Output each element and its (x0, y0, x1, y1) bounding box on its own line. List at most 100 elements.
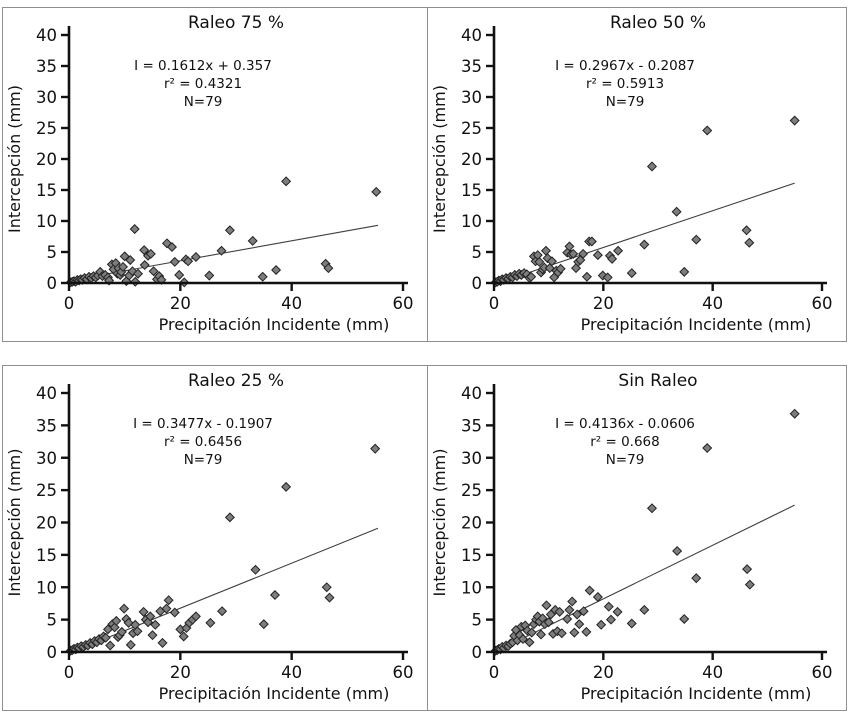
data-point (104, 275, 115, 286)
x-axis-title: Precipitación Incidente (mm) (581, 684, 812, 703)
y-tick-label: 20 (36, 150, 57, 169)
data-point (742, 564, 753, 575)
panel-raleo-25: 0 5 10 15 20 25 30 35 40 0 20 40 60 Raleo 25 % I = 0.3… (2, 365, 428, 711)
data-point (116, 626, 127, 637)
y-tick-label: 40 (36, 384, 57, 403)
data-point (157, 637, 168, 648)
y-tick-label: 30 (36, 449, 57, 468)
x-tick-label: 20 (593, 294, 614, 313)
data-point (139, 260, 150, 271)
data-point (224, 512, 235, 523)
data-point (672, 545, 683, 556)
data-point (691, 573, 702, 584)
data-point (744, 237, 755, 248)
data-point (147, 630, 158, 641)
data-point (605, 614, 616, 625)
x-tick-label: 40 (702, 294, 723, 313)
data-point (562, 613, 573, 624)
data-point (592, 250, 603, 261)
data-point (105, 640, 116, 651)
data-point (133, 268, 144, 279)
raleo-25-chart: 0 5 10 15 20 25 30 35 40 0 20 40 60 Raleo 25 % I = 0.3… (5, 371, 414, 703)
data-point (555, 263, 566, 274)
data-point (205, 617, 216, 628)
x-tick-label: 0 (64, 663, 75, 682)
y-tick-label: 5 (47, 243, 58, 262)
y-tick-label: 10 (36, 578, 57, 597)
data-point (679, 266, 690, 277)
data-point (190, 251, 201, 262)
chart-title: Sin Raleo (618, 371, 697, 391)
data-point (702, 443, 713, 454)
data-point (744, 579, 755, 590)
data-point (371, 186, 382, 197)
data-point (578, 606, 589, 617)
data-point (546, 256, 557, 267)
data-point (125, 639, 136, 650)
y-tick-label: 40 (36, 26, 57, 45)
data-point (603, 601, 614, 612)
chart-title: Raleo 75 % (188, 13, 284, 33)
data-point (123, 617, 134, 628)
raleo-75-chart: 0 5 10 15 20 25 30 35 40 0 20 40 60 Raleo 75 % I = 0.1… (5, 13, 414, 334)
y-tick-label: 30 (461, 88, 482, 107)
x-tick-label: 60 (393, 294, 414, 313)
data-point (257, 271, 268, 282)
data-point (568, 248, 579, 259)
data-point (148, 266, 159, 277)
data-point (572, 609, 583, 620)
y-tick-label: 20 (461, 150, 482, 169)
data-point (646, 503, 657, 514)
data-point (691, 234, 702, 245)
data-point (132, 626, 143, 637)
data-point (247, 235, 258, 246)
data-point (536, 629, 547, 640)
sample-size-label: N=79 (184, 452, 223, 468)
data-point (129, 224, 140, 235)
data-point (586, 236, 597, 247)
data-point (100, 632, 111, 643)
data-point (281, 481, 292, 492)
y-axis-title: Intercepción (mm) (430, 449, 449, 597)
x-tick-label: 20 (593, 663, 614, 682)
data-point (190, 611, 201, 622)
y-tick-label: 35 (36, 416, 57, 435)
y-tick-label: 35 (36, 57, 57, 76)
data-point (169, 607, 180, 618)
equation-label: I = 0.1612x + 0.357 (134, 58, 272, 74)
data-point (578, 248, 589, 259)
y-tick-label: 15 (36, 181, 57, 200)
data-point (281, 176, 292, 187)
data-point (163, 595, 174, 606)
r-squared-label: r² = 0.5913 (586, 76, 664, 92)
x-axis-title: Precipitación Incidente (mm) (159, 315, 390, 334)
data-point (581, 271, 592, 282)
data-point (150, 619, 161, 630)
data-point (543, 617, 554, 628)
data-point (541, 600, 552, 611)
equation-label: I = 0.3477x - 0.1907 (133, 416, 273, 432)
x-tick-label: 60 (393, 663, 414, 682)
data-point (271, 264, 282, 275)
data-point (166, 242, 177, 253)
data-point (224, 225, 235, 236)
y-tick-label: 40 (461, 26, 482, 45)
data-point (117, 261, 129, 272)
equation-label: I = 0.4136x - 0.0606 (555, 416, 695, 432)
y-tick-label: 0 (472, 274, 483, 293)
panel-raleo-50: 0 5 10 15 20 25 30 35 40 0 20 40 60 Raleo 50 % I = 0.2… (427, 7, 847, 342)
x-tick-label: 40 (281, 663, 302, 682)
data-point (119, 251, 130, 262)
data-point (597, 270, 608, 281)
data-point (569, 627, 580, 638)
data-point (161, 603, 172, 614)
data-point (540, 245, 551, 256)
y-tick-label: 15 (461, 181, 482, 200)
y-tick-label: 25 (36, 481, 57, 500)
y-tick-label: 30 (36, 88, 57, 107)
data-point (323, 263, 334, 274)
r-squared-label: r² = 0.4321 (164, 76, 242, 92)
y-tick-label: 0 (47, 274, 58, 293)
x-tick-label: 0 (64, 294, 75, 313)
data-point (517, 634, 528, 645)
